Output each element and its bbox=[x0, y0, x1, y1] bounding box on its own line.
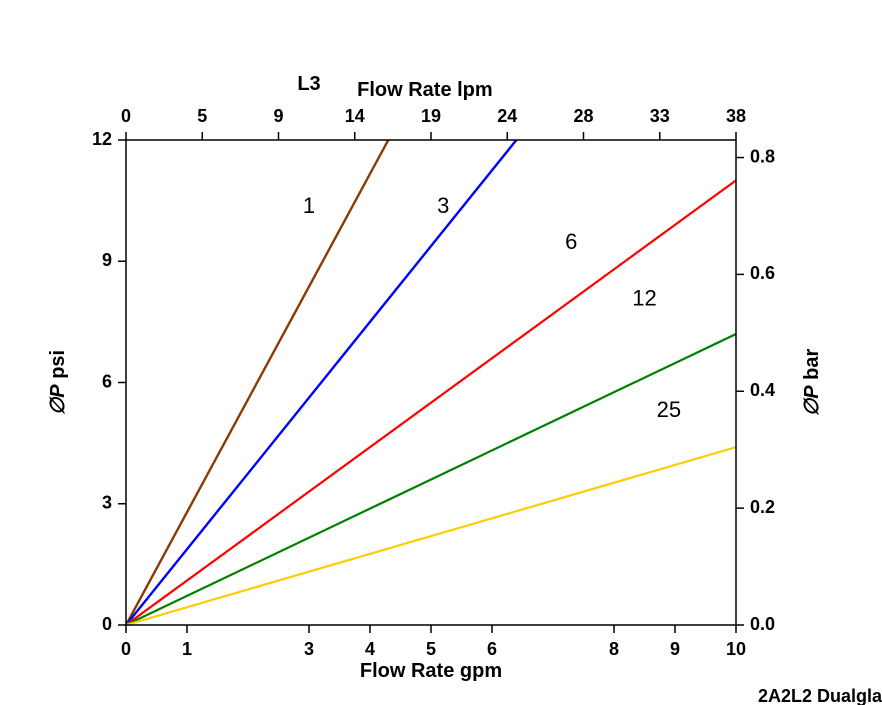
tick-top: 38 bbox=[726, 106, 746, 126]
series-label-1: 1 bbox=[303, 193, 315, 218]
tick-bottom: 10 bbox=[726, 639, 746, 659]
series-label-12: 12 bbox=[632, 286, 656, 311]
tick-left: 9 bbox=[102, 250, 112, 270]
tick-right: 0.8 bbox=[750, 146, 775, 166]
tick-bottom: 3 bbox=[304, 639, 314, 659]
tick-top: 19 bbox=[421, 106, 441, 126]
top-prefix: L3 bbox=[297, 73, 320, 95]
tick-right: 0.0 bbox=[750, 614, 775, 634]
tick-left: 3 bbox=[102, 493, 112, 513]
corner-text: 2A2L2 Dualgla bbox=[758, 686, 882, 705]
tick-right: 0.4 bbox=[750, 380, 775, 400]
tick-left: 0 bbox=[102, 614, 112, 634]
tick-bottom: 1 bbox=[182, 639, 192, 659]
axis-label-top: Flow Rate lpm bbox=[357, 79, 493, 101]
axis-label-bottom: Flow Rate gpm bbox=[360, 660, 502, 682]
tick-right: 0.2 bbox=[750, 497, 775, 517]
series-label-25: 25 bbox=[657, 397, 681, 422]
tick-top: 24 bbox=[497, 106, 517, 126]
tick-top: 9 bbox=[273, 106, 283, 126]
chart-container: 0 3 6 9 12 0 1 3 4 5 6 8 9 10 0 5 9 14 19 24 28 33 38 0.0 0.2 0.4… bbox=[0, 0, 882, 705]
series-label-6: 6 bbox=[565, 229, 577, 254]
tick-left: 12 bbox=[92, 129, 112, 149]
tick-top: 5 bbox=[197, 106, 207, 126]
tick-top: 33 bbox=[650, 106, 670, 126]
tick-left: 6 bbox=[102, 371, 112, 391]
axis-label-right: ∅P bar bbox=[801, 349, 823, 417]
tick-bottom: 5 bbox=[426, 639, 436, 659]
tick-bottom: 6 bbox=[487, 639, 497, 659]
tick-bottom: 9 bbox=[670, 639, 680, 659]
tick-top: 14 bbox=[345, 106, 365, 126]
series-label-3: 3 bbox=[437, 193, 449, 218]
tick-bottom: 4 bbox=[365, 639, 375, 659]
tick-right: 0.6 bbox=[750, 263, 775, 283]
tick-top: 28 bbox=[573, 106, 593, 126]
line-chart: 0 3 6 9 12 0 1 3 4 5 6 8 9 10 0 5 9 14 19 24 28 33 38 0.0 0.2 0.4… bbox=[0, 0, 882, 705]
tick-bottom: 0 bbox=[121, 639, 131, 659]
axis-label-left: ∅P psi bbox=[47, 350, 69, 415]
tick-bottom: 8 bbox=[609, 639, 619, 659]
tick-top: 0 bbox=[121, 106, 131, 126]
